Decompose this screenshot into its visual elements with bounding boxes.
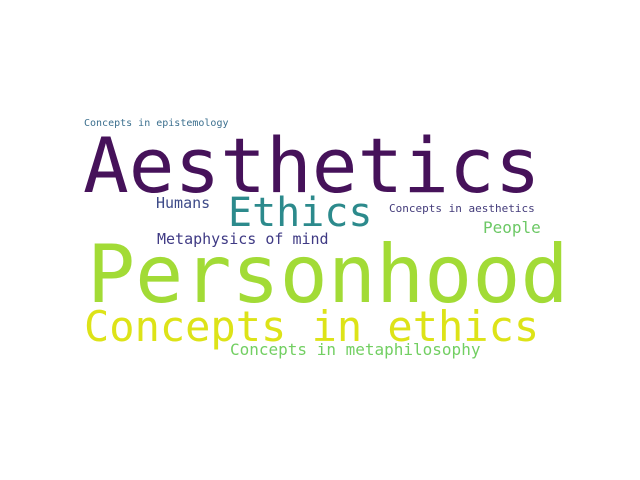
word-concepts-in-aesthetics: Concepts in aesthetics [389,202,535,215]
word-people: People [483,218,541,237]
word-personhood: Personhood [87,228,569,321]
word-ethics: Ethics [228,190,373,236]
word-concepts-in-epistemology: Concepts in epistemology [84,118,229,129]
word-metaphysics-of-mind: Metaphysics of mind [157,230,329,248]
word-concepts-in-metaphilosophy: Concepts in metaphilosophy [230,340,481,359]
word-concepts-in-ethics: Concepts in ethics [84,302,540,351]
word-humans: Humans [156,194,211,212]
word-aesthetics: Aesthetics [83,121,541,210]
